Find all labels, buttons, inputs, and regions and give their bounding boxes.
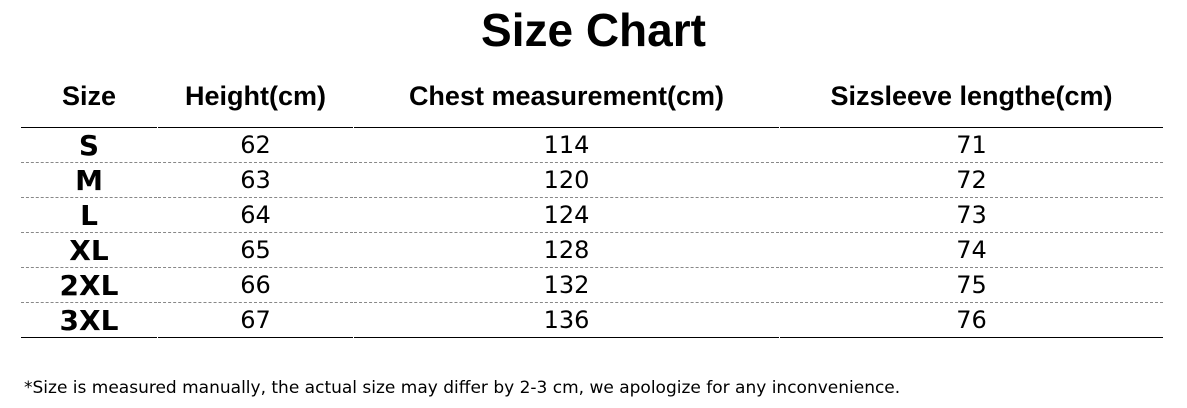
size-label: M [75, 164, 103, 197]
size-label: 3XL [59, 304, 119, 337]
row-divider [21, 267, 157, 268]
row-divider [354, 267, 779, 268]
row-divider [780, 232, 1163, 233]
table-cell: 114 [543, 131, 590, 159]
row-divider [21, 127, 157, 128]
table-cell: 136 [543, 306, 590, 334]
table-cell: 64 [240, 201, 271, 229]
row-divider [780, 197, 1163, 198]
row-divider [354, 127, 779, 128]
row-divider [21, 232, 157, 233]
table-cell: 63 [240, 166, 271, 194]
column-header: Sizsleeve lengthe(cm) [830, 81, 1113, 111]
table-cell: 71 [956, 131, 987, 159]
footnote: *Size is measured manually, the actual s… [24, 378, 901, 398]
table-cell: 65 [240, 236, 271, 264]
row-divider [354, 162, 779, 163]
row-divider [780, 162, 1163, 163]
row-divider [158, 197, 353, 198]
table-cell: 74 [956, 236, 987, 264]
row-divider [158, 162, 353, 163]
table-cell: 67 [240, 306, 271, 334]
column-header: Height(cm) [185, 81, 326, 111]
size-label: S [78, 129, 100, 162]
table-cell: 75 [956, 271, 987, 299]
table-cell: 66 [240, 271, 271, 299]
size-label: XL [69, 234, 109, 267]
row-divider [780, 337, 1163, 338]
table-cell: 73 [956, 201, 987, 229]
table-cell: 128 [543, 236, 590, 264]
row-divider [354, 337, 779, 338]
row-divider [780, 302, 1163, 303]
row-divider [158, 267, 353, 268]
row-divider [780, 267, 1163, 268]
table-cell: 132 [543, 271, 590, 299]
table-cell: 72 [956, 166, 987, 194]
row-divider [21, 337, 157, 338]
row-divider [354, 197, 779, 198]
row-divider [158, 232, 353, 233]
column-header: Chest measurement(cm) [408, 81, 725, 111]
chart-title: Size Chart [481, 4, 706, 56]
table-cell: 124 [543, 201, 590, 229]
row-divider [21, 162, 157, 163]
table-cell: 76 [956, 306, 987, 334]
row-divider [354, 232, 779, 233]
column-header: Size [61, 81, 117, 111]
size-label: 2XL [59, 269, 119, 302]
table-cell: 62 [240, 131, 271, 159]
row-divider [158, 337, 353, 338]
row-divider [158, 127, 353, 128]
row-divider [780, 127, 1163, 128]
table-cell: 120 [543, 166, 590, 194]
row-divider [21, 302, 157, 303]
size-label: L [80, 199, 98, 232]
row-divider [354, 302, 779, 303]
row-divider [21, 197, 157, 198]
row-divider [158, 302, 353, 303]
